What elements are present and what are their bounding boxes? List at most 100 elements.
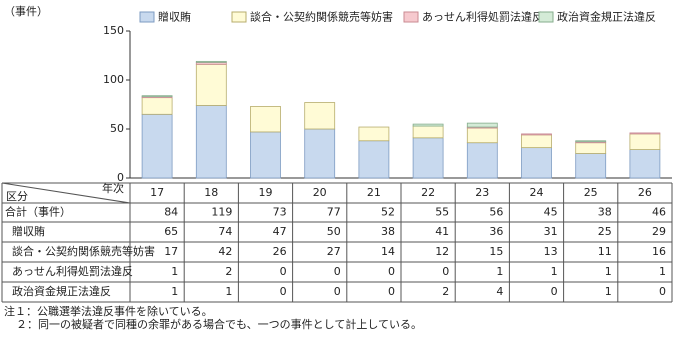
legend-swatch (139, 11, 155, 23)
table-diagonal (1, 182, 131, 204)
legend-swatch (231, 11, 247, 23)
bar (304, 128, 336, 179)
row-label: 談合・公契約関係競売等妨害 (12, 244, 155, 258)
bar (358, 140, 390, 179)
table-cell: 50 (327, 225, 341, 238)
row-label: 贈収賄 (12, 224, 45, 238)
table-cell: 1 (225, 285, 232, 298)
bar (412, 137, 444, 179)
bar (250, 131, 281, 179)
legend-label: あっせん利得処罰法違反 (422, 10, 543, 24)
note: ２：同一の被疑者で同種の余罪がある場合でも、一つの事件として計上している。 (16, 317, 422, 331)
bar (141, 97, 173, 115)
row-label: あっせん利得処罰法違反 (12, 264, 133, 278)
x-tick-label: 26 (638, 186, 652, 199)
legend-label: 贈収賄 (158, 10, 191, 24)
y-tick-label: 50 (110, 122, 124, 135)
row-label: 政治資金規正法違反 (12, 284, 111, 298)
table-cell: 0 (280, 265, 287, 278)
note: 注１：公職選挙法違反事件を除いている。 (4, 304, 213, 318)
table-cell: 0 (334, 285, 341, 298)
table-cell: 4 (496, 285, 503, 298)
table-cell: 0 (388, 265, 395, 278)
table-header: 年次 (102, 181, 124, 195)
y-axis-label: （事件） (4, 5, 48, 18)
table-cell: 56 (489, 206, 503, 219)
bar (195, 105, 227, 179)
x-tick-label: 21 (367, 186, 381, 199)
bar (629, 149, 661, 179)
bar (195, 60, 227, 63)
bar (575, 140, 607, 143)
table-cell: 45 (544, 206, 558, 219)
table-cell: 16 (652, 245, 666, 258)
table-cell: 41 (435, 225, 449, 238)
table-cell: 0 (388, 285, 395, 298)
table-cell: 73 (273, 206, 287, 219)
table-cell: 74 (218, 225, 232, 238)
table-cell: 52 (381, 206, 395, 219)
x-tick-label: 17 (150, 186, 164, 199)
legend-label: 談合・公契約関係競売等妨害 (250, 10, 393, 24)
table-cell: 119 (211, 206, 232, 219)
legend-label: 政治資金規正法違反 (557, 10, 656, 24)
table-cell: 31 (544, 225, 558, 238)
y-tick-label: 100 (103, 73, 124, 86)
row-label: 合計（事件） (5, 205, 71, 219)
table-cell: 26 (273, 245, 287, 258)
x-tick-label: 25 (584, 186, 598, 199)
x-tick-label: 22 (421, 186, 435, 199)
y-tick-label: 0 (117, 171, 124, 184)
table-cell: 0 (334, 265, 341, 278)
table-cell: 1 (605, 265, 612, 278)
bar (412, 125, 444, 139)
legend-swatch (403, 11, 419, 23)
table-cell: 2 (442, 285, 449, 298)
table-cell: 55 (435, 206, 449, 219)
y-tick-label: 150 (103, 24, 124, 37)
table-cell: 1 (171, 265, 178, 278)
bar (141, 113, 173, 179)
bar (250, 106, 281, 133)
table-cell: 11 (598, 245, 612, 258)
table-cell: 12 (435, 245, 449, 258)
table-cell: 15 (489, 245, 503, 258)
x-tick-label: 23 (475, 186, 489, 199)
bar (412, 123, 444, 127)
table-cell: 1 (551, 265, 558, 278)
table-cell: 47 (273, 225, 287, 238)
table-header: 区分 (6, 190, 28, 203)
table-cell: 36 (489, 225, 503, 238)
bar (521, 147, 552, 179)
bar (466, 127, 498, 144)
bar (466, 122, 498, 128)
bar (575, 142, 607, 154)
table-cell: 38 (598, 206, 612, 219)
table-cell: 1 (605, 285, 612, 298)
table-cell: 1 (171, 285, 178, 298)
table-cell: 14 (381, 245, 395, 258)
bar (466, 142, 498, 179)
table-cell: 0 (659, 285, 666, 298)
bar (304, 102, 336, 130)
table-cell: 46 (652, 206, 666, 219)
table-cell: 1 (496, 265, 503, 278)
bar (629, 132, 661, 135)
table-cell: 1 (659, 265, 666, 278)
bar (521, 133, 552, 136)
legend-swatch (538, 11, 554, 23)
bar (629, 133, 661, 150)
table-cell: 0 (442, 265, 449, 278)
table-cell: 38 (381, 225, 395, 238)
bar (141, 95, 173, 98)
bar (521, 134, 552, 149)
table-cell: 77 (327, 206, 341, 219)
table-cell: 0 (280, 285, 287, 298)
table-cell: 42 (218, 245, 232, 258)
bar (195, 63, 227, 106)
table-cell: 65 (164, 225, 178, 238)
x-tick-label: 20 (313, 186, 327, 199)
bar (575, 153, 607, 179)
table-cell: 0 (551, 285, 558, 298)
